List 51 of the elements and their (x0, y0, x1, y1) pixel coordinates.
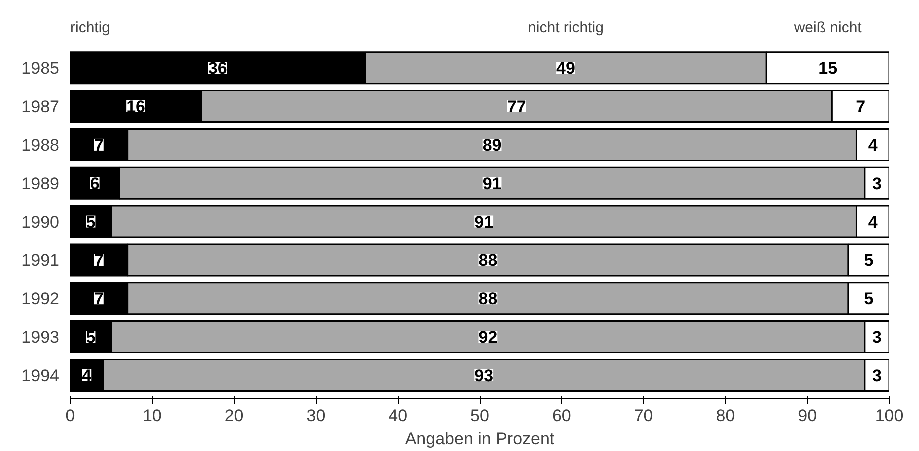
y-tick-label: 1987 (22, 98, 60, 117)
y-tick-label: 1993 (22, 328, 60, 348)
x-tick-label: 30 (306, 406, 326, 426)
x-tick-label: 20 (224, 406, 244, 426)
data-label: 7 (94, 290, 104, 309)
data-label: 4 (868, 136, 878, 155)
data-label: 89 (482, 136, 502, 155)
x-tick-label: 100 (875, 406, 904, 426)
data-label: 15 (818, 59, 838, 78)
data-label: 5 (864, 251, 874, 270)
data-label: 3 (872, 328, 882, 348)
x-tick-label: 60 (552, 406, 572, 426)
x-tick-label: 50 (470, 406, 490, 426)
data-label: 36 (208, 59, 228, 78)
y-tick-label: 1988 (22, 136, 60, 155)
data-label: 3 (872, 174, 882, 194)
data-label: 5 (86, 212, 96, 232)
data-label: 49 (556, 59, 576, 78)
x-tick-label: 80 (716, 406, 736, 426)
data-label: 88 (478, 290, 498, 309)
data-label: 91 (482, 174, 502, 194)
y-tick-label: 1994 (22, 366, 60, 386)
data-label: 4 (82, 366, 92, 386)
data-label: 6 (90, 174, 100, 194)
series-label: weiß nicht (793, 19, 863, 36)
data-label: 91 (474, 212, 494, 232)
data-label: 88 (478, 251, 498, 270)
x-tick-label: 40 (388, 406, 408, 426)
x-tick-label: 70 (634, 406, 654, 426)
y-tick-label: 1985 (22, 59, 60, 78)
x-tick-label: 90 (798, 406, 818, 426)
y-tick-label: 1992 (22, 290, 60, 309)
series-label: nicht richtig (528, 19, 604, 36)
data-label: 4 (868, 212, 878, 232)
data-label: 92 (478, 328, 498, 348)
x-axis-title: Angaben in Prozent (405, 430, 555, 448)
data-label: 16 (126, 98, 146, 117)
y-tick-label: 1989 (22, 174, 60, 194)
x-tick-label: 0 (66, 406, 76, 426)
data-label: 3 (872, 366, 882, 386)
data-label: 5 (864, 290, 874, 309)
x-tick-label: 10 (142, 406, 162, 426)
data-label: 93 (474, 366, 494, 386)
data-label: 5 (86, 328, 96, 348)
data-label: 77 (507, 98, 526, 117)
y-tick-label: 1991 (22, 251, 60, 270)
data-label: 7 (856, 98, 866, 117)
data-label: 7 (94, 251, 104, 270)
y-tick-label: 1990 (22, 212, 60, 232)
series-label: richtig (70, 19, 111, 36)
data-label: 7 (94, 136, 104, 155)
